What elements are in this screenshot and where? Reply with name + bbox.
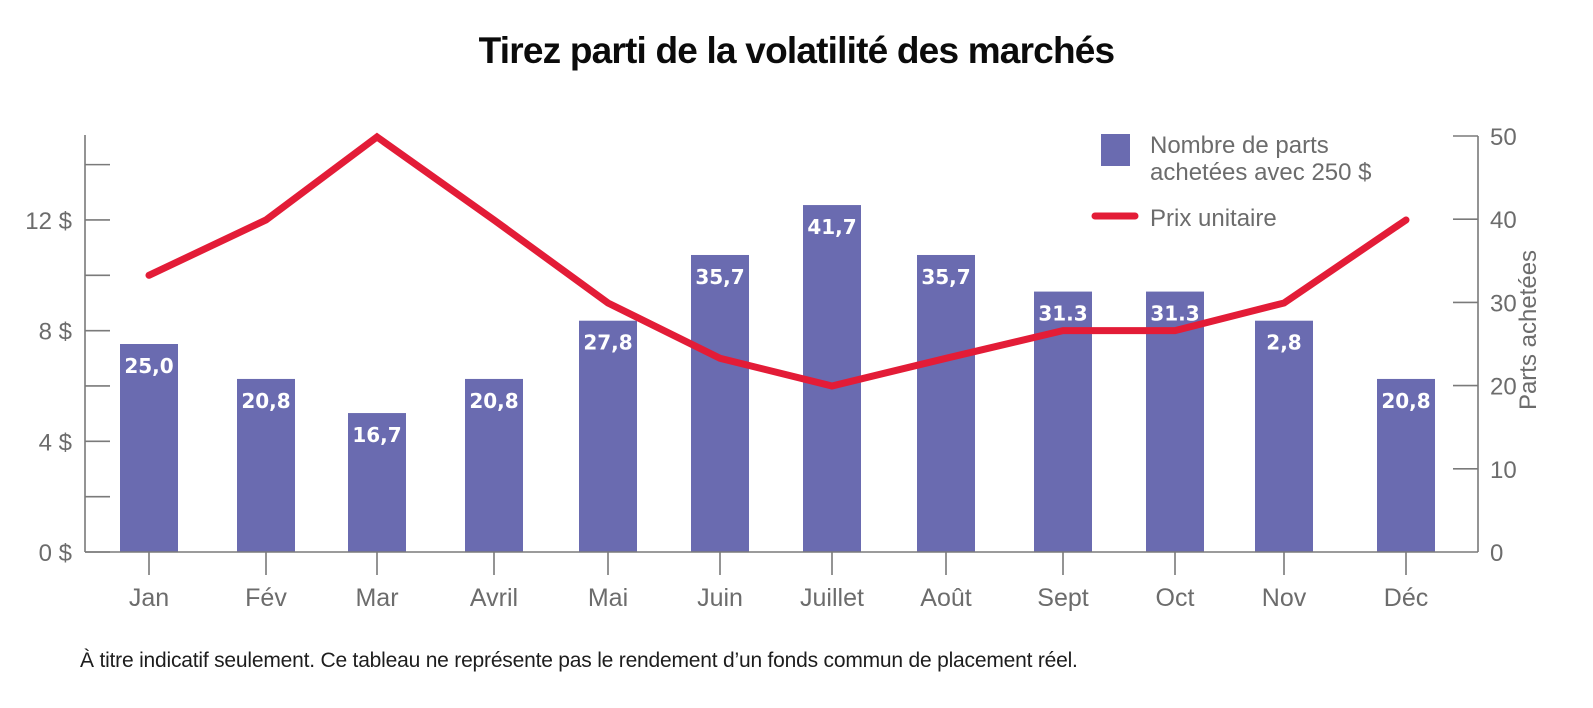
bar-nov bbox=[1255, 320, 1313, 552]
right-axis-title: Parts achetées bbox=[1515, 250, 1542, 410]
x-tick-label: Oct bbox=[1156, 584, 1195, 612]
bar-data-label: 31.3 bbox=[1150, 302, 1199, 326]
x-tick-label: Fév bbox=[245, 584, 287, 612]
x-tick-label: Juillet bbox=[800, 584, 864, 612]
left-tick-label: 12 $ bbox=[25, 208, 72, 235]
footnote: À titre indicatif seulement. Ce tableau … bbox=[80, 649, 1078, 672]
chart-title: Tirez parti de la volatilité des marchés bbox=[478, 30, 1115, 71]
axes-layer: 0 $ 4 $ 8 $ 12 $ Jan Fév Mar Avril Mai Juin Juille… bbox=[25, 124, 1542, 612]
right-tick-label: 0 bbox=[1490, 540, 1503, 567]
bar-avril bbox=[465, 378, 523, 552]
x-tick-label: Avril bbox=[470, 584, 518, 612]
bar-data-label: 20,8 bbox=[1381, 389, 1430, 413]
x-tick-label: Nov bbox=[1262, 584, 1307, 612]
bar-déc bbox=[1377, 378, 1435, 552]
right-tick-label: 50 bbox=[1490, 124, 1517, 151]
bar-mai bbox=[579, 320, 637, 552]
legend-line-label: Prix unitaire bbox=[1150, 205, 1277, 232]
bar-data-label: 35,7 bbox=[921, 265, 970, 289]
bar-oct bbox=[1146, 291, 1204, 552]
x-tick-label: Jan bbox=[129, 584, 169, 612]
x-tick-label: Déc bbox=[1384, 584, 1428, 612]
bar-jan bbox=[120, 344, 178, 552]
price-line bbox=[145, 132, 1410, 390]
bar-labels-layer: 25,0 20,8 16,7 20,8 27,8 35,7 41,7 35,7 31.3 31.3… bbox=[124, 215, 1430, 447]
bar-data-label: 20,8 bbox=[469, 389, 518, 413]
legend-bar-swatch bbox=[1101, 134, 1130, 166]
right-tick-label: 20 bbox=[1490, 374, 1517, 401]
left-tick-label: 4 $ bbox=[39, 429, 72, 456]
x-tick-label: Juin bbox=[697, 584, 743, 612]
bar-mar bbox=[348, 413, 406, 552]
bar-data-label: 35,7 bbox=[695, 265, 744, 289]
x-tick-label: Sept bbox=[1037, 584, 1088, 612]
bar-fév bbox=[237, 378, 295, 552]
right-tick-label: 10 bbox=[1490, 457, 1517, 484]
left-tick-label: 0 $ bbox=[39, 540, 72, 567]
bar-data-label: 20,8 bbox=[241, 389, 290, 413]
right-tick-label: 40 bbox=[1490, 207, 1517, 234]
bar-data-label: 25,0 bbox=[124, 354, 173, 378]
bar-data-label: 16,7 bbox=[352, 423, 401, 447]
x-tick-label: Mar bbox=[355, 584, 398, 612]
left-tick-label: 8 $ bbox=[39, 319, 72, 346]
bar-data-label: 31.3 bbox=[1038, 302, 1087, 326]
right-tick-label: 30 bbox=[1490, 290, 1517, 317]
bar-data-label: 41,7 bbox=[807, 215, 856, 239]
line-layer bbox=[145, 132, 1410, 390]
bars-layer bbox=[120, 205, 1435, 552]
legend-bar-label-line1: Nombre de parts bbox=[1150, 132, 1329, 159]
bar-août bbox=[917, 254, 975, 552]
bar-juin bbox=[691, 254, 749, 552]
legend-bar-label-line2: achetées avec 250 $ bbox=[1150, 159, 1372, 186]
bar-data-label: 2,8 bbox=[1266, 331, 1301, 355]
x-tick-label: Mai bbox=[588, 584, 628, 612]
x-tick-label: Août bbox=[920, 584, 971, 612]
bar-data-label: 27,8 bbox=[583, 331, 632, 355]
